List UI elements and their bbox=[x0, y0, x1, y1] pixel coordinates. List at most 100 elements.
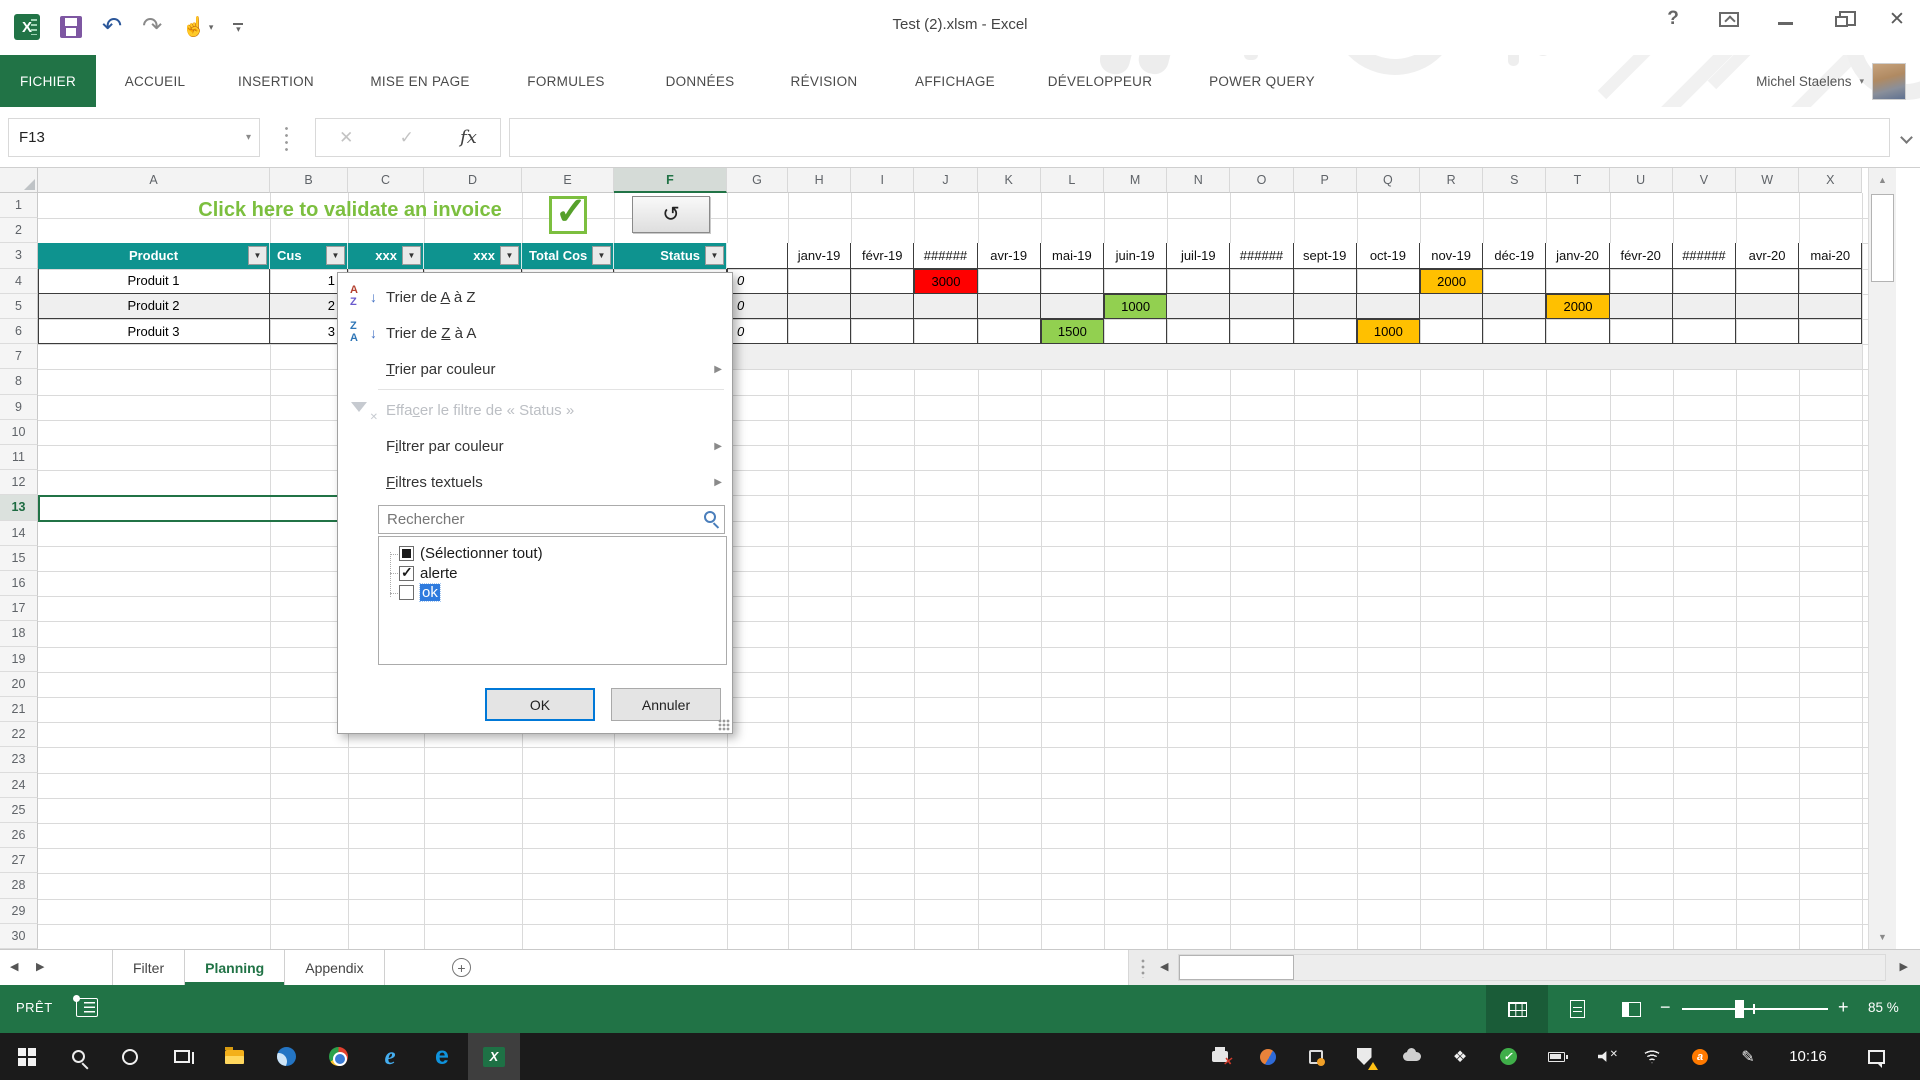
badge-app-icon[interactable] bbox=[1292, 1033, 1340, 1080]
row-header-26[interactable]: 26 bbox=[0, 823, 38, 849]
page-break-preview-icon[interactable] bbox=[1606, 985, 1656, 1033]
volume-muted-icon[interactable] bbox=[1580, 1033, 1628, 1080]
month-cell[interactable] bbox=[1799, 268, 1863, 294]
menu-item-trier-par-couleur[interactable]: Trier par couleur ▶ bbox=[386, 360, 722, 378]
security-shield-icon[interactable] bbox=[1340, 1033, 1388, 1080]
month-cell[interactable] bbox=[1167, 268, 1231, 294]
confirm-entry-icon[interactable]: ✓ bbox=[399, 127, 414, 147]
filter-dropdown-status-5[interactable]: ▼ bbox=[705, 246, 724, 266]
excel-icon[interactable] bbox=[14, 14, 40, 40]
edge-icon[interactable]: e bbox=[435, 1042, 449, 1070]
month-header-8[interactable]: ###### bbox=[1230, 243, 1294, 269]
customize-quick-access-icon[interactable] bbox=[233, 22, 244, 32]
avatar[interactable] bbox=[1872, 63, 1906, 100]
sheet-tab-filter[interactable]: Filter bbox=[112, 950, 186, 985]
touch-mode-icon[interactable]: ☝ ▾ bbox=[182, 17, 214, 38]
column-header-K[interactable]: K bbox=[977, 168, 1041, 193]
resize-grip[interactable] bbox=[718, 719, 730, 731]
internet-explorer-icon[interactable]: e bbox=[384, 1042, 396, 1070]
battery-icon[interactable] bbox=[1532, 1033, 1580, 1080]
checkbox-indeterminate-icon[interactable] bbox=[399, 546, 414, 562]
row-header-2[interactable]: 2 bbox=[0, 218, 38, 244]
planning-value-cell[interactable]: 2000 bbox=[1420, 268, 1484, 294]
row-header-14[interactable]: 14 bbox=[0, 520, 38, 546]
orange-app-icon[interactable] bbox=[1244, 1033, 1292, 1080]
help-icon[interactable]: ? bbox=[1667, 8, 1679, 29]
file-explorer-icon[interactable] bbox=[208, 1033, 260, 1080]
scroll-right-icon[interactable]: ▶ bbox=[1899, 961, 1908, 973]
sheet-tab-planning[interactable]: Planning bbox=[185, 950, 286, 985]
next-sheet-icon[interactable]: ▶ bbox=[36, 961, 45, 973]
checkbox-unchecked-icon[interactable] bbox=[399, 585, 414, 601]
month-cell[interactable] bbox=[914, 293, 978, 319]
row-header-1[interactable]: 1 bbox=[0, 193, 38, 219]
month-header-13[interactable]: janv-20 bbox=[1546, 243, 1610, 269]
month-cell[interactable] bbox=[1293, 293, 1357, 319]
menu-item-trier-de-a-z[interactable]: Trier de A à Z A Z ↓ bbox=[350, 284, 476, 308]
ribbon-tab-donn-es[interactable]: DONNÉES bbox=[665, 73, 735, 89]
column-header-X[interactable]: X bbox=[1799, 168, 1863, 193]
planning-value-cell[interactable]: 3000 bbox=[914, 268, 978, 294]
column-header-B[interactable]: B bbox=[270, 168, 348, 193]
start-icon[interactable] bbox=[0, 1033, 52, 1080]
column-header-W[interactable]: W bbox=[1736, 168, 1800, 193]
horizontal-scrollbar[interactable]: ◀ ▶ bbox=[1158, 954, 1908, 981]
column-header-U[interactable]: U bbox=[1609, 168, 1673, 193]
month-header-3[interactable]: ###### bbox=[914, 243, 978, 269]
month-header-16[interactable]: avr-20 bbox=[1736, 243, 1800, 269]
vertical-scrollbar-thumb[interactable] bbox=[1871, 194, 1894, 282]
row-header-22[interactable]: 22 bbox=[0, 722, 38, 748]
month-cell[interactable] bbox=[977, 319, 1041, 345]
dropbox-icon[interactable]: ❖ bbox=[1452, 1048, 1468, 1066]
row-header-16[interactable]: 16 bbox=[0, 571, 38, 597]
zoom-in-icon[interactable]: + bbox=[1838, 997, 1849, 1017]
table-header-product-0[interactable]: Product bbox=[38, 243, 270, 269]
search-icon[interactable] bbox=[52, 1033, 104, 1080]
planning-value-cell[interactable]: 1000 bbox=[1356, 319, 1420, 345]
page-layout-view-icon[interactable] bbox=[1552, 985, 1602, 1033]
month-cell[interactable] bbox=[1293, 319, 1357, 345]
ribbon-tab-d-veloppeur[interactable]: DÉVELOPPEUR bbox=[1047, 73, 1153, 89]
month-cell[interactable] bbox=[1167, 293, 1231, 319]
macro-record-icon[interactable] bbox=[73, 995, 98, 1017]
select-all-corner[interactable] bbox=[0, 168, 38, 193]
cancel-button[interactable]: Annuler bbox=[611, 688, 721, 721]
thunderbird-icon[interactable] bbox=[260, 1033, 312, 1080]
column-header-D[interactable]: D bbox=[424, 168, 522, 193]
filter-dropdown-total-cos-4[interactable]: ▼ bbox=[592, 246, 611, 266]
month-header-15[interactable]: ###### bbox=[1672, 243, 1736, 269]
month-cell[interactable] bbox=[1736, 319, 1800, 345]
month-cell[interactable] bbox=[1420, 319, 1484, 345]
month-cell[interactable] bbox=[788, 268, 852, 294]
month-cell[interactable] bbox=[1736, 268, 1800, 294]
ribbon-tab-power-query[interactable]: POWER QUERY bbox=[1209, 73, 1315, 89]
month-header-17[interactable]: mai-20 bbox=[1799, 243, 1863, 269]
month-cell[interactable] bbox=[1736, 293, 1800, 319]
ribbon-tab-insertion[interactable]: INSERTION bbox=[238, 73, 314, 89]
column-header-J[interactable]: J bbox=[914, 168, 978, 193]
ribbon-tab-r-vision[interactable]: RÉVISION bbox=[790, 73, 858, 89]
month-cell[interactable] bbox=[914, 319, 978, 345]
month-header-10[interactable]: oct-19 bbox=[1356, 243, 1420, 269]
row-header-18[interactable]: 18 bbox=[0, 621, 38, 647]
filter-dropdown-xxx-3[interactable]: ▼ bbox=[500, 246, 519, 266]
formula-input[interactable] bbox=[509, 118, 1890, 157]
month-cell[interactable] bbox=[1104, 319, 1168, 345]
row-header-8[interactable]: 8 bbox=[0, 369, 38, 395]
ribbon-tab-formules[interactable]: FORMULES bbox=[527, 73, 605, 89]
month-header-5[interactable]: mai-19 bbox=[1040, 243, 1104, 269]
row-header-20[interactable]: 20 bbox=[0, 671, 38, 697]
row-header-6[interactable]: 6 bbox=[0, 319, 38, 345]
row-header-15[interactable]: 15 bbox=[0, 545, 38, 571]
month-cell[interactable] bbox=[1420, 293, 1484, 319]
month-cell[interactable] bbox=[1672, 319, 1736, 345]
previous-sheet-icon[interactable]: ◀ bbox=[10, 961, 19, 973]
month-header-11[interactable]: nov-19 bbox=[1420, 243, 1484, 269]
column-header-T[interactable]: T bbox=[1546, 168, 1610, 193]
zoom-level[interactable]: 85 % bbox=[1868, 1000, 1899, 1015]
zoom-slider-handle[interactable] bbox=[1735, 1000, 1744, 1018]
cancel-entry-icon[interactable]: ✕ bbox=[339, 127, 354, 147]
cell-product-3[interactable]: Produit 3 bbox=[38, 319, 270, 345]
close-icon[interactable]: ✕ bbox=[1889, 8, 1905, 30]
month-cell[interactable] bbox=[977, 268, 1041, 294]
